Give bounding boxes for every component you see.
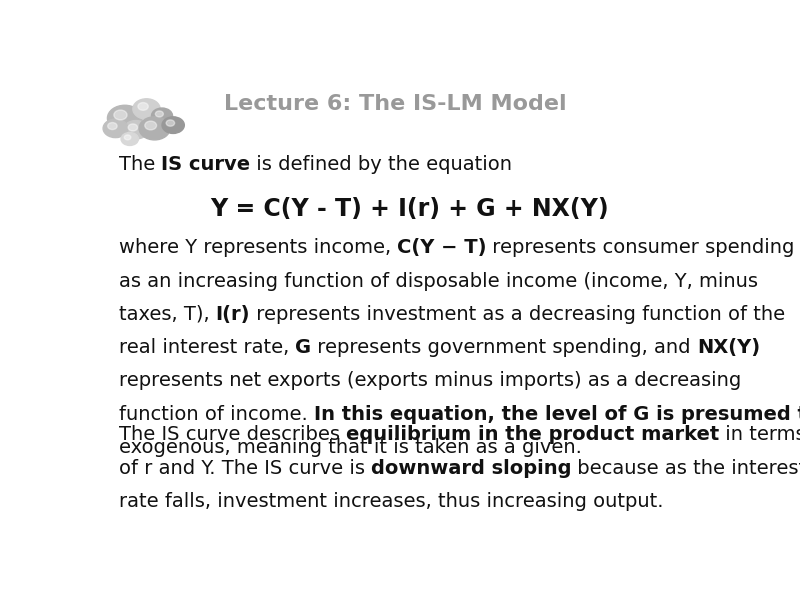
- Circle shape: [111, 125, 123, 135]
- Circle shape: [126, 137, 135, 143]
- Circle shape: [151, 108, 173, 124]
- Circle shape: [103, 119, 128, 137]
- Text: in terms: in terms: [719, 425, 800, 445]
- Text: NX(Y): NX(Y): [697, 338, 760, 357]
- Circle shape: [132, 127, 144, 136]
- Circle shape: [124, 135, 131, 140]
- Text: represents consumer spending: represents consumer spending: [486, 238, 795, 257]
- Circle shape: [108, 122, 117, 130]
- Text: downward sloping: downward sloping: [371, 458, 571, 478]
- Text: The: The: [118, 155, 161, 174]
- Text: IS curve: IS curve: [161, 155, 250, 174]
- Text: Lecture 6: The IS-LM Model: Lecture 6: The IS-LM Model: [224, 94, 566, 115]
- Circle shape: [149, 125, 165, 136]
- Text: represents net exports (exports minus imports) as a decreasing: represents net exports (exports minus im…: [118, 371, 741, 391]
- Text: is defined by the equation: is defined by the equation: [250, 155, 512, 174]
- Text: of r and Y. The IS curve is: of r and Y. The IS curve is: [118, 458, 371, 478]
- Text: Y = C(Y - T) + I(r) + G + NX(Y): Y = C(Y - T) + I(r) + G + NX(Y): [210, 197, 610, 221]
- Text: In this equation, the level of G is presumed to be: In this equation, the level of G is pres…: [314, 404, 800, 424]
- Circle shape: [139, 117, 170, 140]
- Circle shape: [142, 106, 155, 116]
- Text: G: G: [295, 338, 311, 357]
- Circle shape: [118, 115, 136, 127]
- Circle shape: [145, 121, 157, 130]
- Text: equilibrium in the product market: equilibrium in the product market: [346, 425, 719, 445]
- Text: where Y represents income,: where Y represents income,: [118, 238, 397, 257]
- Text: function of income.: function of income.: [118, 404, 314, 424]
- Text: real interest rate,: real interest rate,: [118, 338, 295, 357]
- Text: as an increasing function of disposable income (income, Y, minus: as an increasing function of disposable …: [118, 272, 758, 290]
- Circle shape: [107, 105, 142, 131]
- Text: The IS curve describes: The IS curve describes: [118, 425, 346, 445]
- Circle shape: [123, 121, 148, 139]
- Text: taxes, T),: taxes, T),: [118, 305, 215, 324]
- Circle shape: [114, 110, 127, 120]
- Circle shape: [128, 124, 138, 131]
- Text: I(r): I(r): [215, 305, 250, 324]
- Circle shape: [166, 120, 174, 126]
- Circle shape: [170, 122, 181, 131]
- Circle shape: [158, 113, 169, 121]
- Text: exogenous, meaning that it is taken as a given.: exogenous, meaning that it is taken as a…: [118, 438, 582, 457]
- Circle shape: [121, 133, 138, 145]
- Text: because as the interest: because as the interest: [571, 458, 800, 478]
- Circle shape: [155, 111, 163, 117]
- Circle shape: [162, 117, 184, 133]
- Text: represents investment as a decreasing function of the: represents investment as a decreasing fu…: [250, 305, 785, 324]
- Text: rate falls, investment increases, thus increasing output.: rate falls, investment increases, thus i…: [118, 492, 663, 511]
- Circle shape: [138, 103, 148, 110]
- Circle shape: [133, 99, 160, 119]
- Text: C(Y − T): C(Y − T): [397, 238, 486, 257]
- Text: represents government spending, and: represents government spending, and: [311, 338, 697, 357]
